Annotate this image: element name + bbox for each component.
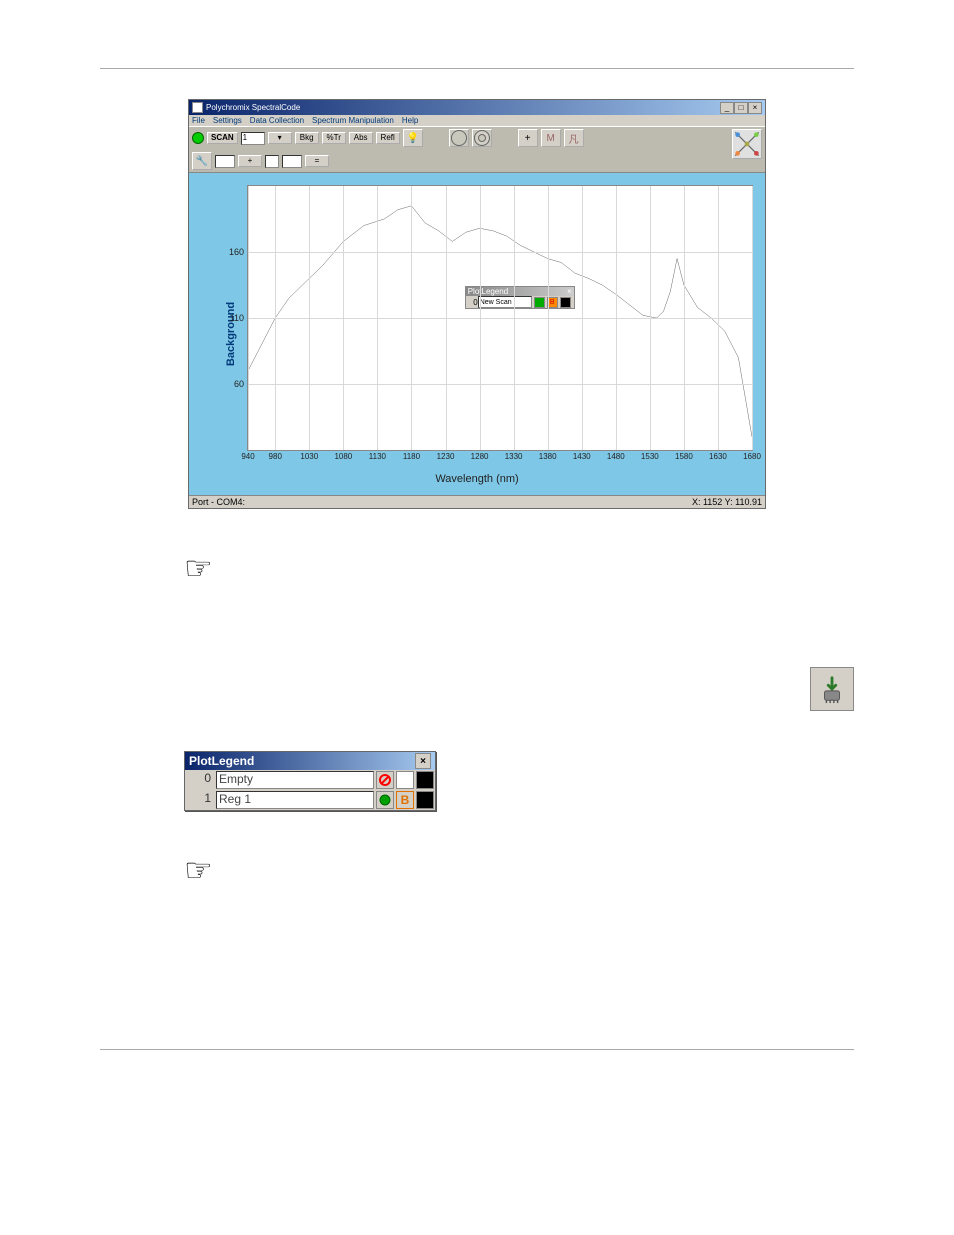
- swatch-green[interactable]: [534, 297, 545, 308]
- x-tick-label: 1530: [641, 450, 659, 461]
- legend-swatch-black[interactable]: [416, 771, 434, 789]
- pointing-hand-icon: ☞: [184, 851, 213, 889]
- legend-row-name-input[interactable]: Reg 1: [216, 791, 374, 809]
- peaks-tool-icon[interactable]: M: [541, 129, 561, 147]
- y-axis-label: Background: [225, 302, 237, 366]
- plotlegend-row-name[interactable]: [478, 296, 532, 308]
- plus-tool-icon[interactable]: +: [518, 129, 538, 147]
- minimize-button[interactable]: _: [720, 102, 734, 114]
- mode-bkg[interactable]: Bkg: [295, 132, 319, 144]
- dropdown-3[interactable]: [282, 155, 302, 168]
- x-tick-label: 1480: [607, 450, 625, 461]
- status-cursor: X: 1152 Y: 110.91: [692, 497, 762, 507]
- x-tick-label: 1180: [403, 450, 420, 461]
- plot-legend-floating[interactable]: PlotLegend× 0 B: [465, 286, 575, 309]
- legend-row-index: 0: [185, 770, 215, 790]
- scan-count-input[interactable]: 1: [241, 132, 265, 145]
- legend-close-icon[interactable]: ×: [415, 753, 431, 769]
- legend-row-name-input[interactable]: Empty: [216, 771, 374, 789]
- x-tick-label: 1330: [505, 450, 523, 461]
- x-tick-label: 1230: [437, 450, 455, 461]
- app-window: Polychromix SpectralCode _ □ × File Sett…: [188, 99, 766, 509]
- plot-legend-standalone: PlotLegend × 0 Empty 1 Reg 1 B: [184, 751, 436, 811]
- mode-refl[interactable]: Refl: [376, 132, 400, 144]
- legend-swatch-green[interactable]: [376, 791, 394, 809]
- mode-abs[interactable]: Abs: [349, 132, 373, 144]
- x-tick-label: 1580: [675, 450, 693, 461]
- plotlegend-row-index: 0: [468, 298, 478, 307]
- circle-tool-icon[interactable]: [449, 129, 469, 147]
- legend-row-1: 1 Reg 1 B: [185, 790, 435, 810]
- menu-bar[interactable]: File Settings Data Collection Spectrum M…: [189, 115, 765, 126]
- x-tick-label: 1030: [300, 450, 318, 461]
- x-tick-label: 1430: [573, 450, 591, 461]
- x-tick-label: 940: [241, 450, 254, 461]
- x-axis-label: Wavelength (nm): [195, 473, 759, 485]
- scan-button[interactable]: SCAN: [207, 132, 238, 144]
- menu-spectrum-manipulation[interactable]: Spectrum Manipulation: [312, 116, 394, 125]
- plotlegend-title: PlotLegend: [468, 287, 508, 296]
- window-controls[interactable]: _ □ ×: [720, 102, 762, 114]
- x-tick-label: 1680: [743, 450, 761, 461]
- toolbar: SCAN 1 ▾ Bkg %Tr Abs Refl 💡 + M 凡 🔧: [189, 126, 765, 173]
- subtool1-icon[interactable]: 🔧: [192, 152, 212, 170]
- scan-count-stepper[interactable]: ▾: [268, 132, 292, 144]
- legend-row-0: 0 Empty: [185, 770, 435, 790]
- y-tick-label: 160: [229, 247, 248, 257]
- btn-plus[interactable]: +: [238, 155, 262, 167]
- legend-swatch-empty[interactable]: [396, 771, 414, 789]
- dropdown-1[interactable]: [215, 155, 235, 168]
- window-title: Polychromix SpectralCode: [206, 103, 300, 112]
- plot-canvas: PlotLegend× 0 B 940980103010801130118012…: [247, 185, 753, 451]
- app-icon: [192, 102, 203, 113]
- menu-settings[interactable]: Settings: [213, 116, 242, 125]
- menu-file[interactable]: File: [192, 116, 205, 125]
- download-chip-icon: [810, 667, 854, 711]
- x-tick-label: 1080: [334, 450, 352, 461]
- y-tick-label: 60: [234, 379, 248, 389]
- close-button[interactable]: ×: [748, 102, 762, 114]
- x-tick-label: 1380: [539, 450, 557, 461]
- pointing-hand-icon: ☞: [184, 549, 213, 587]
- chart-area: Background PlotLegend× 0 B 9: [189, 173, 765, 495]
- zoom-tool-icon[interactable]: 凡: [564, 129, 584, 147]
- app-logo: [732, 129, 762, 159]
- y-tick-label: 110: [230, 313, 248, 323]
- legend-title: PlotLegend: [189, 754, 254, 768]
- dropdown-2[interactable]: [265, 155, 279, 168]
- menu-data-collection[interactable]: Data Collection: [250, 116, 304, 125]
- target-tool-icon[interactable]: [472, 129, 492, 147]
- status-bar: Port - COM4: X: 1152 Y: 110.91: [189, 495, 765, 508]
- menu-help[interactable]: Help: [402, 116, 418, 125]
- mode-tr[interactable]: %Tr: [322, 132, 346, 144]
- lightbulb-icon[interactable]: 💡: [403, 129, 423, 147]
- btn-equal[interactable]: =: [305, 155, 329, 167]
- plotlegend-close-icon[interactable]: ×: [567, 287, 572, 296]
- title-bar: Polychromix SpectralCode _ □ ×: [189, 100, 765, 115]
- x-tick-label: 1280: [471, 450, 489, 461]
- scan-led: [192, 132, 204, 144]
- legend-swatch-red[interactable]: [376, 771, 394, 789]
- maximize-button[interactable]: □: [734, 102, 748, 114]
- x-tick-label: 1630: [709, 450, 727, 461]
- legend-swatch-black[interactable]: [416, 791, 434, 809]
- swatch-black[interactable]: [560, 297, 571, 308]
- x-tick-label: 980: [269, 450, 282, 461]
- legend-row-index: 1: [185, 790, 215, 810]
- status-port: Port - COM4:: [192, 497, 245, 507]
- legend-swatch-b[interactable]: B: [396, 791, 414, 809]
- x-tick-label: 1130: [369, 450, 386, 461]
